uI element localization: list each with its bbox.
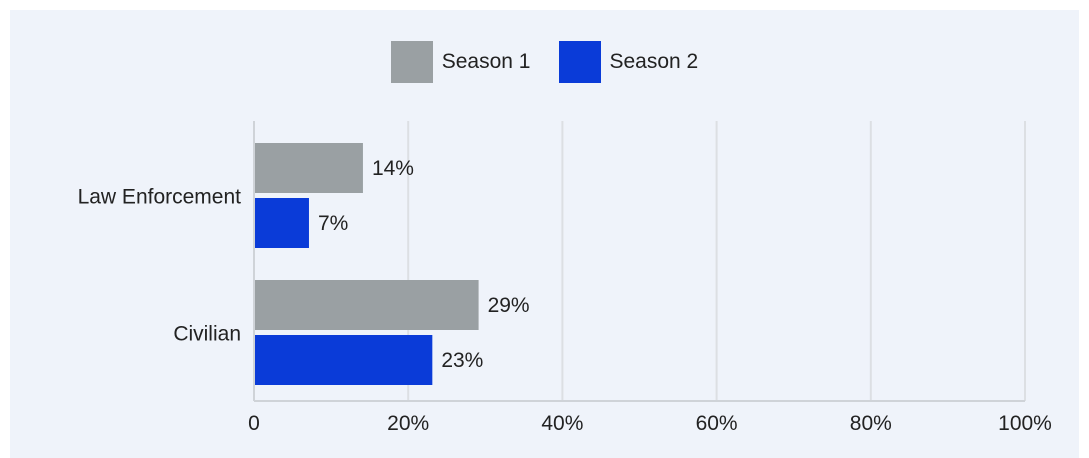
x-tick-label: 100% [998, 412, 1052, 435]
bar-season-1 [255, 280, 479, 330]
legend-swatch-season-1 [390, 41, 433, 83]
x-tick-label: 20% [387, 412, 429, 435]
legend-swatch-season-2 [558, 41, 601, 83]
data-label: 23% [441, 349, 483, 372]
data-label: 14% [372, 157, 414, 180]
legend-item-season-2: Season 2 [558, 41, 699, 83]
bar-season-2 [255, 198, 309, 248]
x-tick-label: 80% [850, 412, 892, 435]
data-label: 29% [488, 294, 530, 317]
data-label: 7% [318, 212, 348, 235]
x-tick-label: 40% [541, 412, 583, 435]
x-tick-label: 0 [248, 412, 260, 435]
category-label: Law Enforcement [78, 186, 242, 209]
legend: Season 1 Season 2 [10, 41, 1079, 83]
bar-chart: 0 20% 40% 60% 80% 100% Law Enforcement 14% 7% Civ… [78, 121, 1052, 435]
chart-panel: Season 1 Season 2 0 20% 40% 60% 80% 100% Law E… [10, 10, 1079, 458]
legend-label-season-1: Season 1 [441, 50, 531, 73]
x-tick-label: 60% [696, 412, 738, 435]
legend-item-season-1: Season 1 [390, 41, 531, 83]
bar-season-1 [255, 143, 363, 193]
bar-season-2 [255, 335, 433, 385]
legend-label-season-2: Season 2 [609, 50, 699, 73]
category-label: Civilian [173, 323, 241, 346]
